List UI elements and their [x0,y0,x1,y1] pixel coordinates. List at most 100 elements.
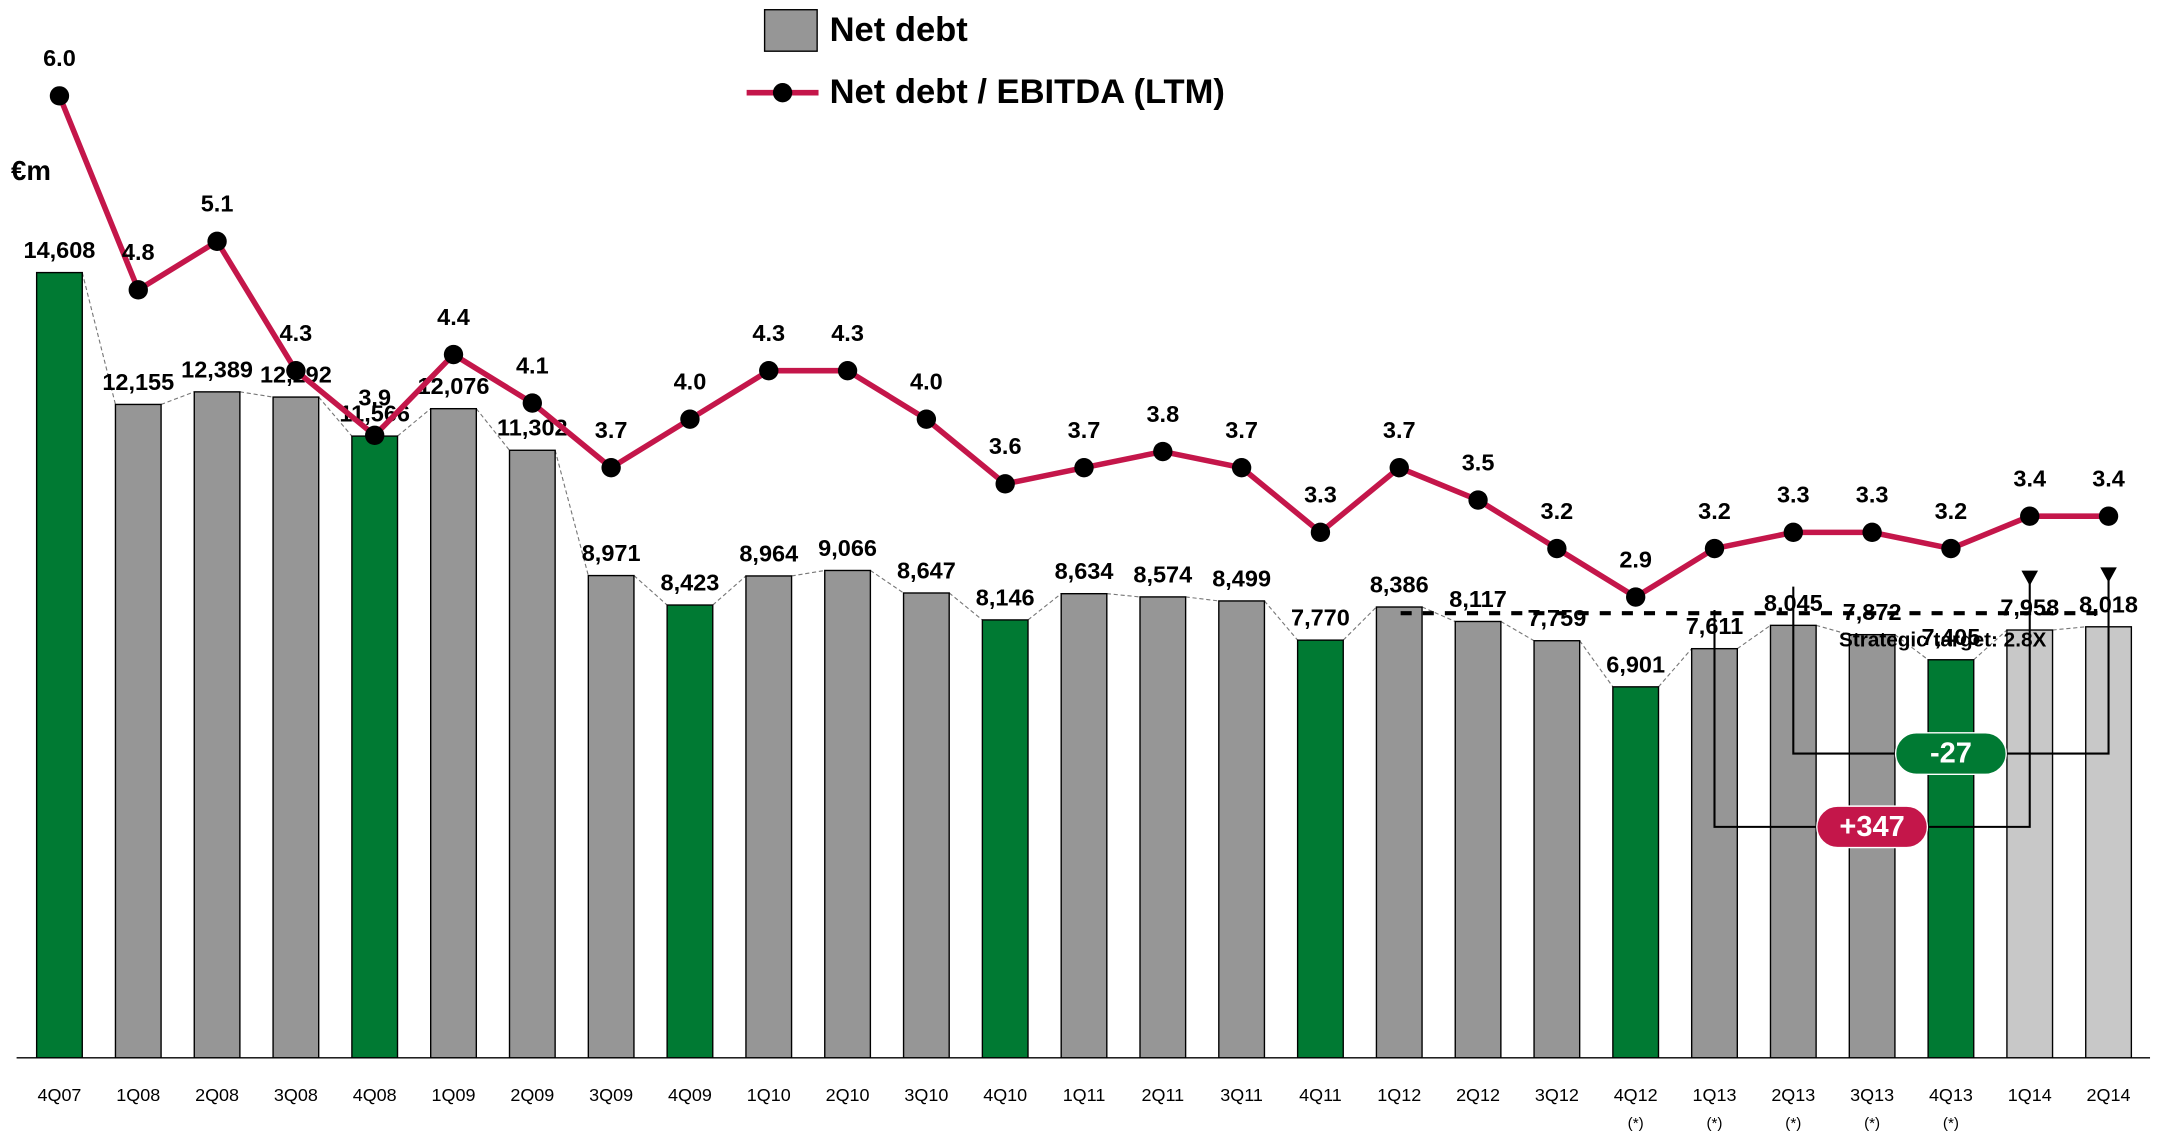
bar [745,575,793,1059]
connector [1106,593,1141,598]
line-value-label: 3.3 [1856,482,1889,508]
line-point [1153,441,1173,462]
line-point [1389,458,1409,478]
bar [587,574,635,1059]
x-tick-label: 2Q09 [510,1085,554,1105]
bar [666,604,714,1059]
line-value-label: 4.8 [122,239,155,265]
legend-label: Net debt / EBITDA (LTM) [830,73,1225,111]
x-tick-label: 3Q08 [274,1085,318,1105]
line-point [995,474,1015,494]
bar-value-label: 8,634 [1055,558,1114,584]
line-point [1626,587,1646,607]
line-value-label: 4.0 [674,368,707,394]
line-value-label: 3.5 [1462,449,1495,475]
line-point [1783,522,1803,543]
line-point [49,86,70,106]
bar [114,403,162,1059]
connector [81,272,116,405]
bar-value-label: 12,155 [102,369,174,395]
line-point [916,409,937,429]
connector [554,450,589,576]
line-point [522,393,542,413]
line-point [601,458,621,478]
line-value-label: 3.7 [595,417,628,443]
bar [351,435,399,1059]
x-tick-label: 3Q12 [1535,1085,1579,1105]
connector [397,408,432,437]
x-tick-label: 4Q09 [668,1085,712,1105]
x-tick-label: 2Q08 [195,1085,239,1105]
bar [508,449,556,1059]
line-value-label: 3.7 [1383,417,1416,443]
x-tick-label: 3Q13 [1850,1085,1894,1105]
x-tick-label: 1Q10 [747,1085,791,1105]
connector [1658,648,1693,688]
x-tick-footnote: (*) [1706,1115,1722,1132]
x-tick-label: 1Q08 [116,1085,160,1105]
connector [1185,596,1219,602]
annotation-arrowhead [2021,570,2039,586]
line-value-label: 3.6 [989,433,1022,459]
line-value-label: 4.1 [516,352,549,378]
line-point [1231,458,1252,478]
line-point [2020,506,2040,526]
line-value-label: 3.2 [1935,498,1968,524]
x-tick-label: 4Q13 [1929,1085,1973,1105]
bar [1060,592,1108,1059]
connector [712,575,747,606]
bar [824,569,872,1059]
line-value-label: 3.2 [1698,498,1731,524]
line-point [680,409,700,429]
x-tick-label: 1Q12 [1377,1085,1421,1105]
line-value-label: 3.9 [358,385,391,411]
connector [1815,624,1850,636]
line-value-label: 3.7 [1225,417,1258,443]
annotation-pill [1816,805,1929,849]
legend-marker [772,82,793,103]
line-value-label: 4.3 [280,320,313,346]
connector [1894,634,1929,661]
bar [1533,640,1581,1059]
bar-value-label: 6,901 [1606,651,1665,677]
annotation-arrowhead [2100,567,2117,583]
line-point [1310,522,1331,543]
line-point [1547,538,1567,559]
x-tick-label: 4Q10 [983,1085,1027,1105]
line-value-label: 4.3 [831,320,864,346]
bar [1218,600,1266,1059]
line-point [1862,522,1882,543]
line-point [759,361,779,381]
bar-value-label: 8,647 [897,557,956,583]
line-point [365,425,385,446]
line-value-label: 6.0 [43,45,76,71]
line-point [128,280,148,300]
connector [1342,606,1377,641]
bar [1296,639,1344,1059]
x-tick-label: 3Q10 [904,1085,948,1105]
bar [193,391,241,1059]
bar-value-label: 11,302 [497,415,568,441]
annotation-pill [1894,732,2007,776]
annotation-label: +347 [1839,811,1904,843]
connector [1264,600,1299,641]
bar-value-label: 8,964 [739,540,798,566]
connector [1973,629,2008,661]
connector [475,408,510,451]
line-value-label: 3.2 [1541,498,1574,524]
line-value-label: 4.0 [910,368,943,394]
bar [272,396,320,1059]
bar [1927,659,1975,1059]
bar-value-label: 8,146 [976,584,1035,610]
x-tick-label: 2Q14 [2087,1085,2131,1105]
connector [1579,640,1614,688]
line-point [286,361,306,381]
bar-value-label: 8,574 [1133,561,1192,587]
x-tick-label: 1Q09 [432,1085,476,1105]
bar-value-label: 9,066 [818,535,877,561]
bar-value-label: 8,499 [1212,565,1271,591]
connector [1421,606,1456,622]
legend: Net debt Net debt / EBITDA (LTM) [746,9,1225,111]
x-tick-footnote: (*) [1628,1115,1644,1132]
